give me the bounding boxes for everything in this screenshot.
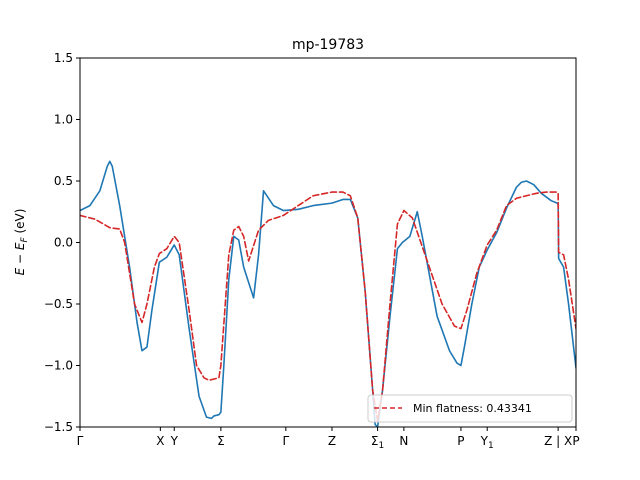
x-tick-label-text: Y [480,434,489,448]
y-tick-label: 0.5 [54,174,73,188]
legend: Min flatness: 0.43341 [367,394,573,423]
y-tick-label: 1.5 [54,51,73,65]
x-tick-label: Y [170,434,179,448]
y-tick-label: 1.0 [54,113,73,127]
y-axis-label: E − EF (eV) [13,209,30,276]
y-axis-label-main: E − E [13,242,27,275]
x-tick-label: Σ1 [371,434,384,451]
legend-box [367,394,573,423]
x-tick-label: N [399,434,408,448]
x-tick-label: P [457,434,464,448]
x-tick-label: Γ [282,434,289,448]
y-tick-label: −1.5 [44,420,73,434]
x-tick-label-text: Σ [371,434,379,448]
x-tick-label: P [572,434,579,448]
band-line-min-flatness [80,191,576,422]
x-tick-label: Z [328,434,336,448]
x-tick-label-text: Y [170,434,179,448]
plot-lines [80,160,576,427]
x-tick-label-text: X [156,434,164,448]
y-tick-label: −1.0 [44,359,73,373]
x-tick-label-text: Z [328,434,336,448]
x-tick-label-text: P [572,434,579,448]
y-tick-label: 0.0 [54,236,73,250]
x-tick-label-subscript: 1 [488,441,494,451]
plot-frame [79,57,577,428]
band-line-0 [80,160,576,427]
x-tick-label-text: P [457,434,464,448]
x-tick-label-text: Z | X [544,434,572,448]
legend-entry-label: Min flatness: 0.43341 [413,402,532,415]
x-tick-label-text: Σ [217,434,225,448]
y-axis-label-subscript: F [20,237,30,243]
x-tick-label: X [156,434,164,448]
x-tick-label: Y1 [480,434,494,451]
y-axis: −1.5 −1.0 −0.5 0.0 0.5 1.0 1.5 [44,51,80,434]
chart-title: mp-19783 [292,37,364,53]
x-tick-label-text: N [399,434,408,448]
y-axis-label-unit: (eV) [13,209,27,238]
x-tick-label: Σ [217,434,225,448]
x-tick-label: Z | X [544,434,572,448]
x-tick-label-text: Γ [282,434,289,448]
series-group [80,160,576,427]
x-tick-label: Γ [77,434,84,448]
x-tick-label-subscript: 1 [379,441,385,451]
x-tick-label-text: Γ [77,434,84,448]
y-tick-label: −0.5 [44,297,73,311]
